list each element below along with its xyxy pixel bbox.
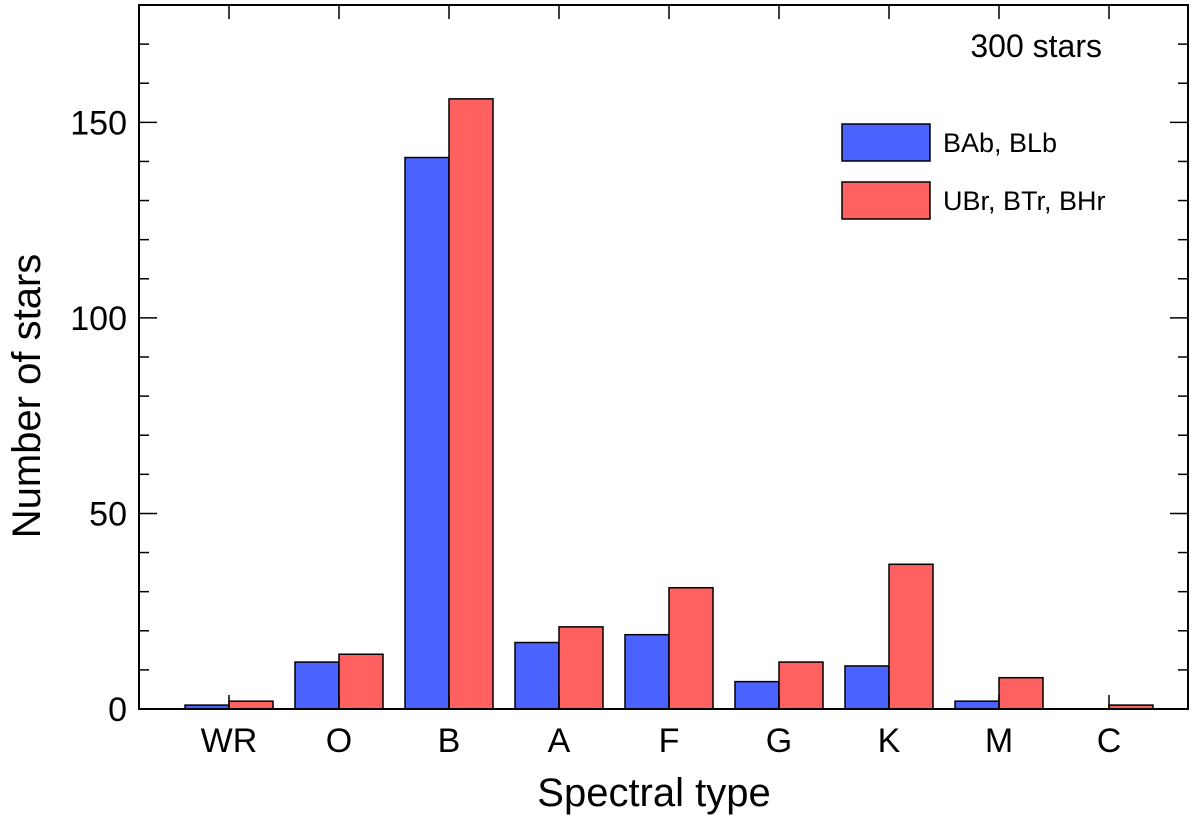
bar-a-series-2	[558, 626, 604, 710]
bar-f-series-2	[668, 587, 714, 710]
bar-m-series-1	[954, 700, 1000, 710]
bars-layer	[184, 98, 1154, 710]
y-tick-label: 50	[89, 495, 127, 533]
x-tick-label-wr: WR	[201, 722, 258, 760]
x-tick-label-k: K	[878, 722, 901, 760]
bar-o-series-2	[338, 653, 384, 710]
legend: BAb, BLb UBr, BTr, BHr	[841, 123, 1106, 220]
x-tick-label-m: M	[985, 722, 1013, 760]
bar-m-series-2	[998, 676, 1044, 710]
bar-b-series-2	[448, 98, 494, 710]
y-axis-ticks: 0 50 100 150	[70, 4, 1188, 729]
plot-frame	[138, 4, 1189, 710]
y-axis-title: Number of stars	[5, 254, 49, 539]
annotation-star-count: 300 stars	[970, 28, 1102, 64]
legend-swatch-series-1	[841, 123, 931, 162]
bar-f-series-1	[624, 633, 670, 710]
y-tick-label: 100	[70, 300, 127, 338]
bar-b-series-1	[404, 156, 450, 710]
x-tick-label-f: F	[659, 722, 680, 760]
x-axis-ticks: WR O B A F G K M C	[201, 5, 1122, 760]
x-tick-label-b: B	[438, 722, 461, 760]
x-tick-label-g: G	[766, 722, 792, 760]
y-tick-label: 150	[70, 104, 127, 142]
legend-label-series-1: BAb, BLb	[943, 128, 1057, 158]
y-tick-label: 0	[108, 691, 127, 729]
bar-o-series-1	[294, 661, 340, 710]
bar-k-series-2	[888, 563, 934, 710]
bar-g-series-1	[734, 680, 780, 710]
bar-wr-series-2	[228, 700, 274, 710]
bar-g-series-2	[778, 661, 824, 710]
x-tick-label-a: A	[548, 722, 571, 760]
bar-k-series-1	[844, 665, 890, 710]
x-tick-label-o: O	[326, 722, 352, 760]
x-tick-label-c: C	[1097, 722, 1122, 760]
bar-a-series-1	[514, 641, 560, 710]
legend-label-series-2: UBr, BTr, BHr	[943, 186, 1106, 216]
x-axis-title: Spectral type	[537, 771, 770, 815]
legend-swatch-series-2	[841, 181, 931, 220]
